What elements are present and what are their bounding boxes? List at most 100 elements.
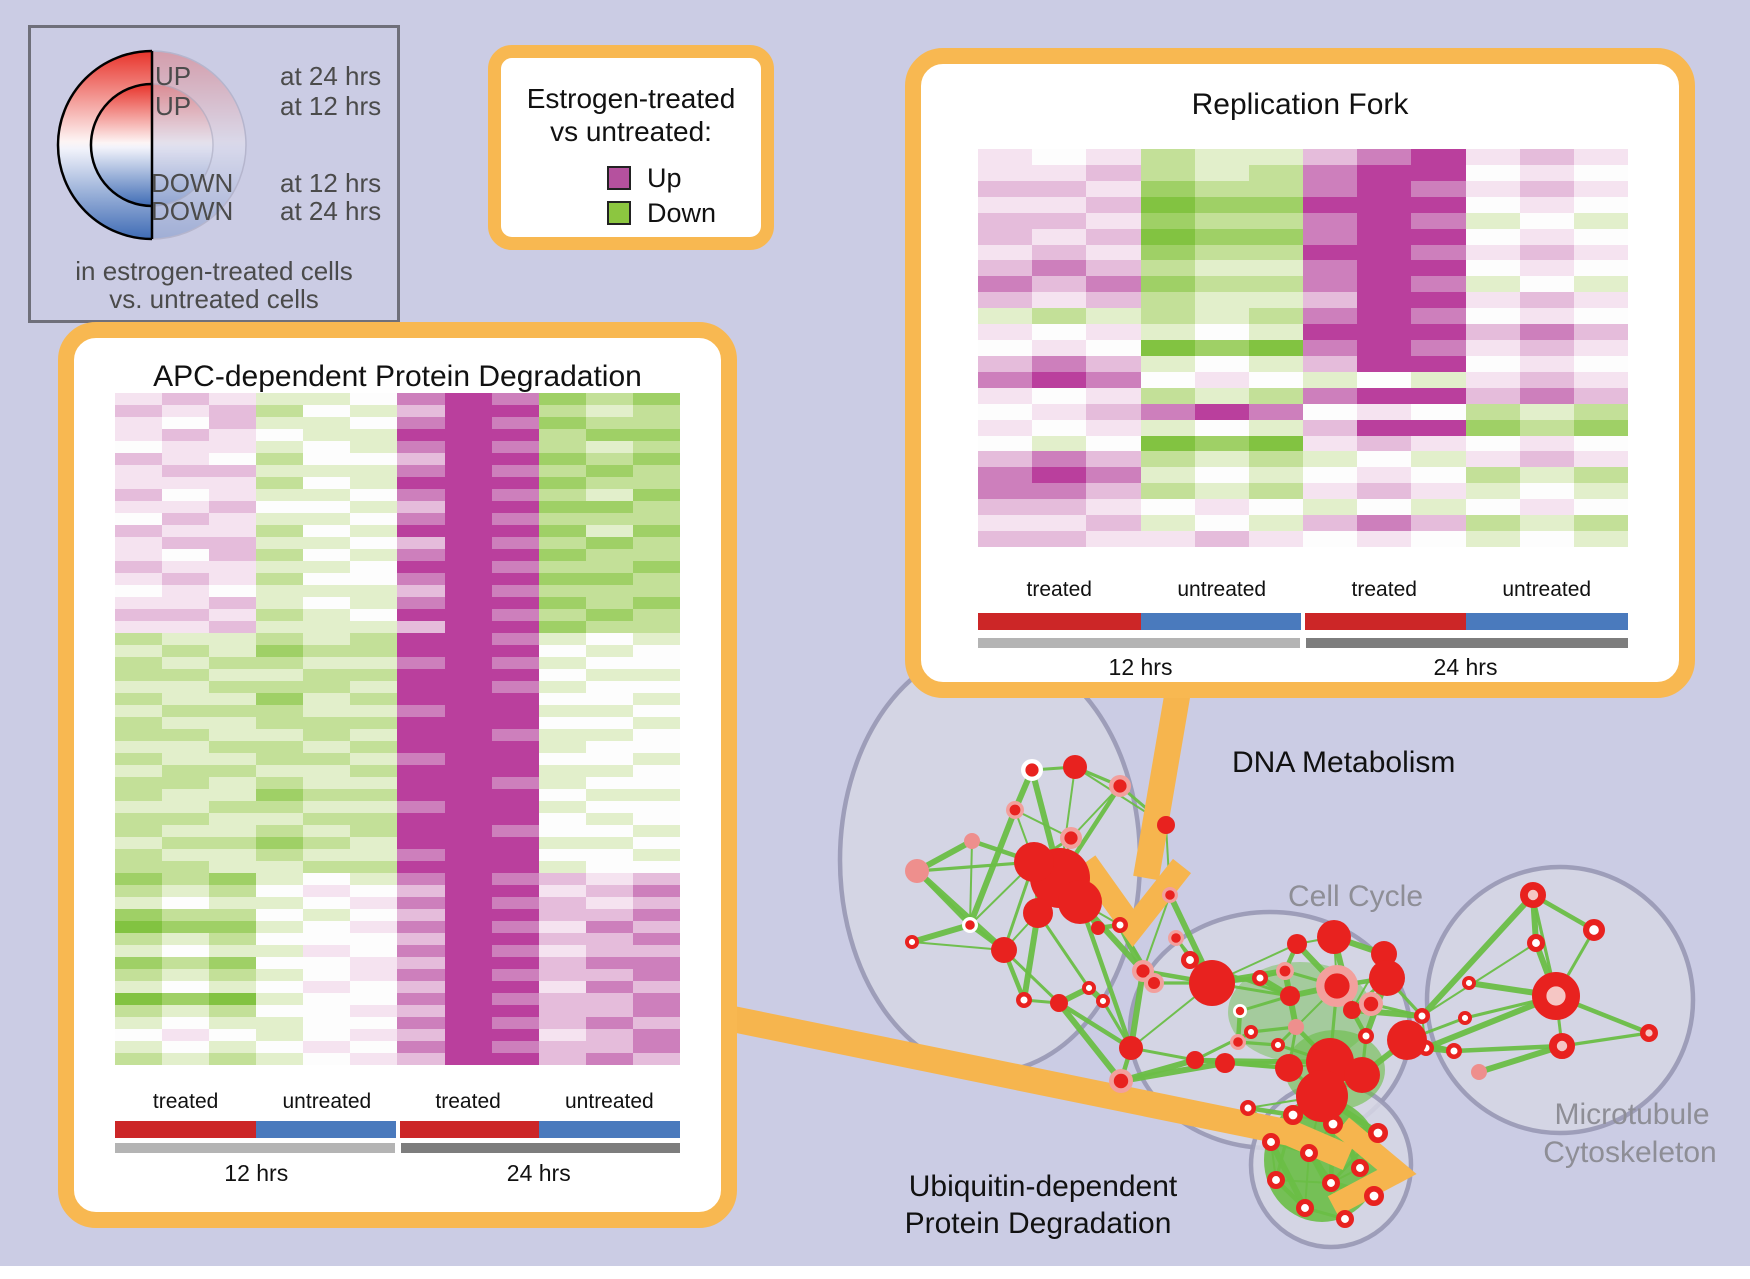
- heatmap-cell: [1303, 355, 1358, 372]
- heatmap-cell: [397, 525, 445, 537]
- heatmap-cell: [350, 1005, 398, 1017]
- heatmap-cell: [585, 1029, 633, 1041]
- heatmap-cell: [632, 465, 680, 477]
- heatmap-cell: [444, 729, 492, 741]
- heatmap-cell: [538, 705, 586, 717]
- heatmap-cell: [444, 1017, 492, 1029]
- heatmap-cell: [1357, 149, 1412, 165]
- heatmap-cell: [1303, 164, 1358, 181]
- heatmap-cell: [1194, 308, 1249, 325]
- gene-node: [1317, 920, 1351, 954]
- heatmap-cell: [538, 753, 586, 765]
- heatmap-cell: [1465, 164, 1520, 181]
- network-edge: [1077, 901, 1134, 1049]
- heatmap-cell: [115, 849, 163, 861]
- heatmap-cell: [538, 1029, 586, 1041]
- heatmap-cell: [256, 933, 304, 945]
- heatmap-cell: [1086, 467, 1141, 484]
- heatmap-cell: [444, 957, 492, 969]
- heatmap-cell: [444, 777, 492, 789]
- heatmap-cell: [256, 873, 304, 885]
- heatmap-cell: [1411, 371, 1466, 388]
- heatmap-cell: [209, 825, 257, 837]
- heatmap-cell: [162, 393, 210, 405]
- heatmap-cell: [397, 489, 445, 501]
- heatmap-cell: [256, 417, 304, 429]
- heatmap-cell: [978, 164, 1033, 181]
- heatmap-cell: [1357, 340, 1412, 356]
- heatmap-cell: [162, 717, 210, 729]
- heatmap-cell: [538, 561, 586, 573]
- heatmap-cell: [491, 945, 539, 957]
- heatmap-cell: [632, 621, 680, 633]
- heatmap-cell: [538, 765, 586, 777]
- heatmap-cell: [491, 825, 539, 837]
- heatmap-cell: [1032, 308, 1087, 325]
- heatmap-cell: [303, 813, 351, 825]
- gene-node: [1050, 994, 1068, 1012]
- heatmap-cell: [162, 921, 210, 933]
- heatmap-cell: [491, 393, 539, 405]
- heatmap-cell: [209, 1005, 257, 1017]
- group-label: untreated: [282, 1090, 372, 1113]
- treated-bar: [399, 1121, 539, 1138]
- untreated-bar: [1140, 613, 1301, 630]
- heatmap-cell: [350, 621, 398, 633]
- heatmap-cell: [632, 393, 680, 405]
- heatmap-cell: [1519, 149, 1574, 165]
- heatmap-cell: [303, 945, 351, 957]
- heatmap-cell: [397, 777, 445, 789]
- connector-arrow-head: [1327, 1117, 1417, 1216]
- heatmap-cell: [1357, 212, 1412, 229]
- heatmap-cell: [1519, 324, 1574, 341]
- heatmap-cell: [444, 669, 492, 681]
- heatmap-cell: [303, 393, 351, 405]
- heatmap-cell: [538, 585, 586, 597]
- heatmap-cell: [1519, 531, 1574, 547]
- heatmap-cell: [1411, 149, 1466, 165]
- heatmap-cell: [632, 609, 680, 621]
- heatmap-cell: [303, 537, 351, 549]
- heatmap-cell: [256, 957, 304, 969]
- heatmap-cell: [397, 561, 445, 573]
- heatmap-cell: [115, 429, 163, 441]
- heatmap-cell: [303, 825, 351, 837]
- heatmap-cell: [303, 561, 351, 573]
- heatmap-cell: [444, 717, 492, 729]
- heatmap-cell: [444, 753, 492, 765]
- heatmap-cell: [538, 849, 586, 861]
- heatmap-cell: [632, 693, 680, 705]
- heatmap-cell: [1411, 340, 1466, 356]
- heatmap-cell: [1248, 355, 1303, 372]
- heatmap-cell: [162, 1053, 210, 1065]
- heatmap-cell: [538, 549, 586, 561]
- heatmap-cell: [303, 465, 351, 477]
- gene-node: [1161, 886, 1178, 903]
- heatmap-cell: [350, 441, 398, 453]
- heatmap-cell: [397, 609, 445, 621]
- heatmap-cell: [209, 645, 257, 657]
- heatmap-cell: [1194, 340, 1249, 356]
- gene-node: [1063, 755, 1087, 779]
- heatmap-cell: [491, 621, 539, 633]
- heatmap-cell: [1032, 467, 1087, 484]
- heatmap-cell: [1303, 483, 1358, 500]
- heatmap-cell: [1086, 164, 1141, 181]
- gene-node: [1005, 800, 1024, 819]
- heatmap-cell: [350, 801, 398, 813]
- heatmap-cell: [1357, 499, 1412, 516]
- gene-node: [1296, 1070, 1348, 1122]
- heatmap-cell: [1465, 467, 1520, 484]
- gene-node: [1280, 986, 1300, 1006]
- heatmap-cell: [1032, 371, 1087, 388]
- updown-legend-title-line2: vs untreated:: [550, 116, 712, 147]
- gene-node: [1369, 960, 1405, 996]
- network-edge: [1194, 1057, 1290, 1071]
- heatmap-cell: [256, 1005, 304, 1017]
- heatmap-cell: [1303, 212, 1358, 229]
- heatmap-cell: [491, 657, 539, 669]
- heatmap-cell: [538, 789, 586, 801]
- heatmap-cell: [1411, 355, 1466, 372]
- heatmap-cell: [1573, 244, 1628, 261]
- gene-node: [1639, 1023, 1658, 1042]
